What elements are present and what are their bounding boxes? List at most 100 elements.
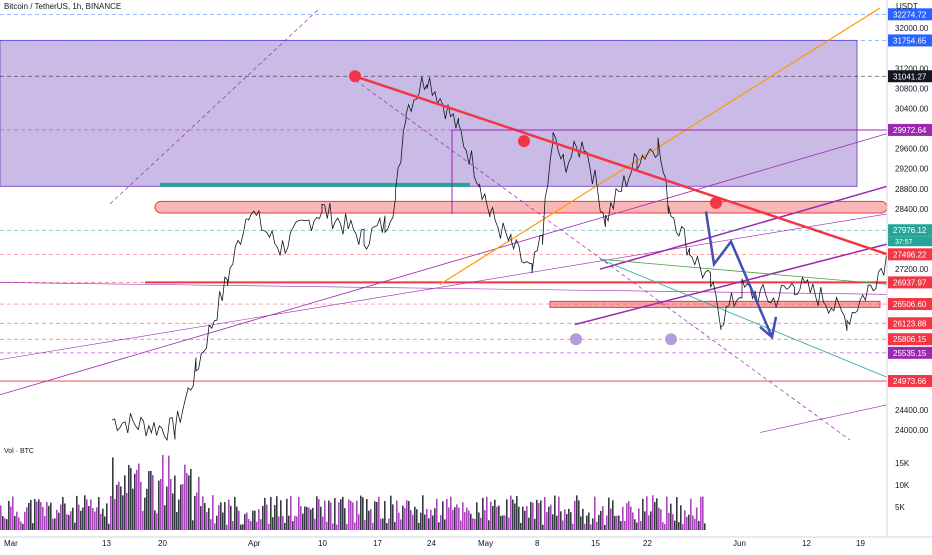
volume-bar	[374, 501, 376, 530]
volume-bar	[670, 503, 672, 530]
volume-bar	[228, 499, 230, 530]
volume-bar	[520, 522, 522, 530]
volume-bar	[272, 517, 274, 530]
volume-bar	[348, 499, 350, 530]
volume-bar	[332, 523, 334, 530]
volume-bar	[482, 497, 484, 530]
volume-bar	[620, 521, 622, 530]
price-tag	[888, 70, 932, 83]
volume-bar	[22, 523, 24, 530]
volume-bar	[356, 500, 358, 530]
volume-bar	[80, 510, 82, 530]
volume-bar	[102, 508, 104, 530]
volume-bar	[322, 516, 324, 530]
volume-bar	[596, 521, 598, 530]
volume-bar	[244, 514, 246, 530]
volume-bar	[186, 472, 188, 530]
volume-bar	[124, 475, 126, 530]
volume-bar	[644, 511, 646, 530]
volume-tick-label: 15K	[895, 459, 910, 468]
volume-bar	[342, 496, 344, 530]
volume-bar	[192, 520, 194, 530]
volume-bar	[682, 524, 684, 530]
volume-bar	[608, 497, 610, 530]
volume-bar	[324, 500, 326, 530]
volume-bar	[672, 514, 674, 530]
volume-bar	[350, 500, 352, 530]
price-tag-label: 31754.65	[893, 36, 927, 45]
volume-bar	[584, 523, 586, 530]
volume-bar	[422, 495, 424, 530]
price-tag	[888, 346, 932, 359]
volume-bar	[380, 518, 382, 530]
volume-bar	[74, 522, 76, 530]
volume-bar	[274, 505, 276, 530]
price-tag-label: 26123.88	[893, 319, 927, 328]
volume-bar	[400, 519, 402, 530]
volume-bar	[32, 523, 34, 530]
volume-bar	[158, 480, 160, 530]
countdown-label: 37:57	[895, 239, 913, 246]
low-point	[570, 333, 582, 346]
volume-bar	[154, 510, 156, 530]
x-tick-label: 10	[318, 539, 327, 548]
volume-bar	[8, 500, 10, 530]
price-tag	[888, 248, 932, 261]
volume-bar	[108, 523, 110, 530]
volume-bar	[352, 502, 354, 530]
volume-bar	[20, 521, 22, 530]
volume-bar	[60, 504, 62, 530]
volume-bar	[262, 505, 264, 530]
price-axis	[887, 0, 932, 550]
price-tag-label: 26506.60	[893, 300, 927, 309]
volume-tick-label: 10K	[895, 481, 910, 490]
touch-point	[349, 70, 361, 83]
volume-bar	[496, 506, 498, 530]
volume-bar	[692, 515, 694, 530]
volume-bar	[270, 496, 272, 530]
volume-bar	[606, 515, 608, 530]
volume-bar	[398, 512, 400, 530]
volume-bar	[464, 512, 466, 530]
volume-bar	[642, 498, 644, 530]
volume-bar	[498, 505, 500, 530]
volume-bar	[48, 505, 50, 530]
volume-bar	[570, 512, 572, 530]
y-tick-label: 31200.00	[895, 64, 929, 73]
volume-bar	[358, 514, 360, 530]
volume-bar	[268, 523, 270, 530]
orange-trendline	[439, 7, 881, 285]
volume-bar	[260, 519, 262, 530]
volume-bar	[224, 501, 226, 530]
volume-bar	[634, 519, 636, 530]
volume-bar	[680, 505, 682, 530]
volume-bar	[198, 476, 200, 530]
volume-bar	[590, 524, 592, 530]
volume-bar	[470, 513, 472, 530]
volume-bar	[538, 503, 540, 530]
volume-bar	[694, 518, 696, 530]
volume-bar	[666, 496, 668, 530]
volume-bar	[406, 500, 408, 530]
volume-bar	[404, 507, 406, 530]
price-tag-label: 32274.72	[893, 10, 927, 19]
volume-bar	[484, 510, 486, 530]
touch-point	[710, 196, 722, 209]
volume-bar	[616, 515, 618, 530]
price-tag	[888, 276, 932, 289]
volume-bar	[390, 495, 392, 530]
volume-bar	[34, 499, 36, 530]
volume-bar	[654, 502, 656, 530]
volume-bar	[246, 512, 248, 530]
volume-bar	[630, 506, 632, 530]
volume-bar	[526, 506, 528, 530]
currency-label: USDT	[896, 2, 918, 11]
volume-bar	[440, 515, 442, 530]
volume-bar	[36, 501, 38, 530]
volume-bar	[574, 500, 576, 530]
volume-bar	[338, 502, 340, 530]
volume-bar	[276, 496, 278, 530]
volume-bar	[394, 522, 396, 530]
